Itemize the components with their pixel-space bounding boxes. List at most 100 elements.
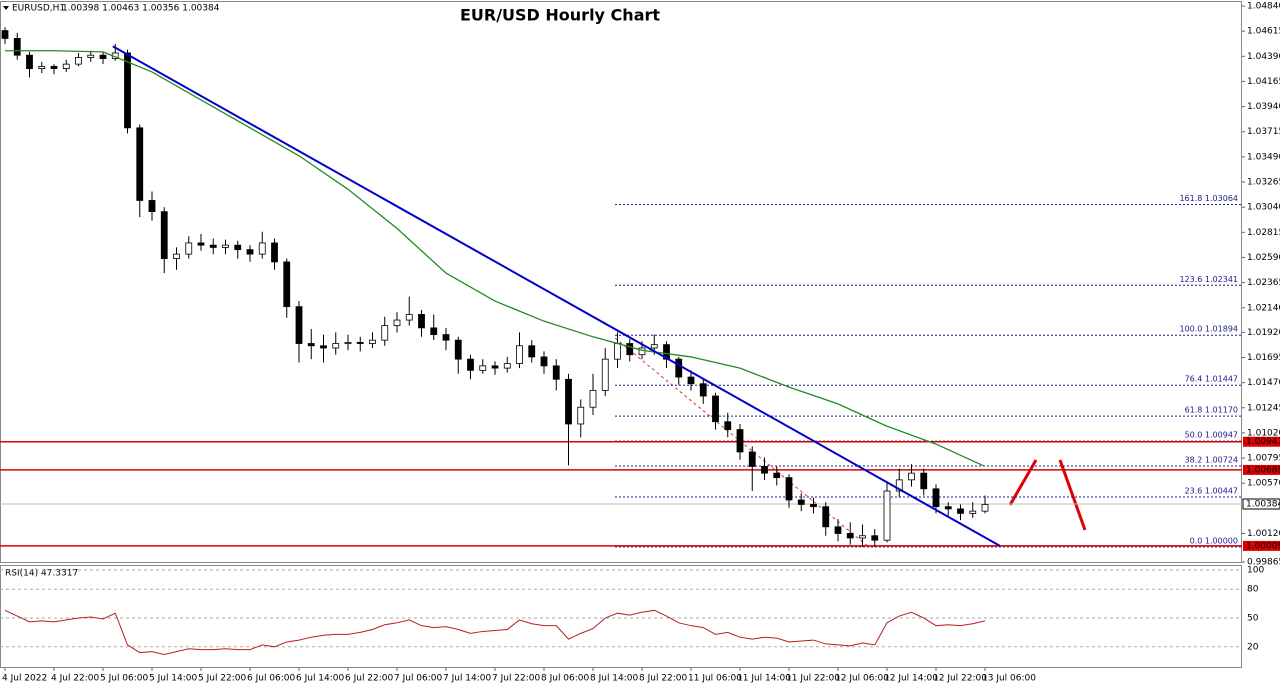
candle-body [724,421,732,430]
y-tick-label: 1.04165 [1247,77,1280,87]
y-tick-label: 0.99865 [1247,557,1280,567]
fib-label: 100.0 1.01894 [1179,325,1238,334]
candle-body [540,356,548,367]
candle-body [442,334,450,341]
candle-body [124,52,131,129]
candle-body [320,345,327,349]
candle-body [601,358,609,391]
y-tick-label: 1.01470 [1247,378,1280,388]
candle-body [859,535,866,539]
candle-body [62,63,70,70]
candle-body [638,347,646,356]
chart-title: EUR/USD Hourly Chart [460,6,660,25]
x-tick-label: 13 Jul 06:00 [982,674,1036,684]
candle-body [516,345,523,365]
fib-label: 50.0 1.00947 [1185,431,1238,440]
candle-body [736,429,744,453]
rsi-line [4,609,986,655]
candle-body [883,490,891,541]
candle-body [26,54,33,70]
y-tick-label: 1.01245 [1247,403,1280,413]
header-ohlc: 1.00398 1.00463 1.00356 1.00384 [62,4,220,14]
y-tick-label: 1.02140 [1247,303,1280,313]
candle-body [920,472,928,490]
candle-body [258,242,266,255]
candle-body [13,38,21,56]
candle-body [369,339,376,344]
level-tag [1243,540,1280,551]
candle-body [271,242,278,263]
candle-body [687,376,695,385]
candle-body [797,499,805,505]
fib-diagonal [614,337,871,549]
main-panel [0,1,1242,563]
candle-body [577,406,585,425]
candle-body [614,343,621,360]
candle-body [675,358,683,378]
candle-body [209,244,217,248]
fib-label: 61.8 1.01170 [1185,406,1238,415]
candle-body [748,451,756,467]
y-tick-label: 1.02590 [1247,253,1280,263]
y-tick-label: 1.01020 [1247,428,1280,438]
x-tick-label: 7 Jul 06:00 [394,674,443,684]
sma-line [5,50,986,468]
candle-body [810,504,817,508]
candle-body [626,343,634,356]
fib-label: 161.8 1.03064 [1179,194,1238,203]
y-tick-label: 1.03040 [1247,203,1280,213]
x-tick-label: 5 Jul 14:00 [149,674,198,684]
candle-body [405,314,413,321]
candle-body [957,508,964,514]
x-tick-label: 12 Jul 14:00 [884,674,938,684]
candle-body [822,506,830,528]
candle-body [430,327,438,335]
candle-body [981,504,989,512]
candle-body [932,488,940,508]
x-tick-label: 11 Jul 14:00 [737,674,791,684]
candle-body [491,365,499,369]
rsi-tick-label: 50 [1247,614,1259,624]
level-label: 1.00009 [1246,541,1280,551]
x-tick-label: 12 Jul 22:00 [933,674,987,684]
candle-body [528,345,536,358]
y-tick-label: 1.00795 [1247,454,1280,464]
rsi-tick-label: 100 [1247,566,1264,576]
candle-body [246,249,254,255]
candle-body [234,244,242,251]
candle-body [87,54,95,58]
level-tag [1243,464,1280,475]
candle-body [307,343,315,347]
y-tick-label: 1.01920 [1247,328,1280,338]
x-tick-label: 8 Jul 14:00 [590,674,639,684]
candle-body [834,526,842,534]
candle-body [712,395,719,423]
y-tick-label: 1.00570 [1247,479,1280,489]
candle-body [871,535,879,541]
rsi-panel [0,565,1242,668]
candle-body [136,127,144,201]
candle-body [393,319,401,327]
x-tick-label: 4 Jul 22:00 [51,674,100,684]
x-tick-label: 6 Jul 06:00 [247,674,296,684]
y-tick-label: 1.03265 [1247,178,1280,188]
candle-body [185,242,193,255]
x-tick-label: 6 Jul 14:00 [296,674,345,684]
candle-body [356,341,364,344]
candle-body [381,325,389,341]
candle-body [1,30,9,39]
candle-body [895,479,903,492]
symbol: EURUSD,H1 [12,4,65,14]
menu-arrow[interactable] [3,6,9,10]
fib-label: 76.4 1.01447 [1185,375,1238,384]
candle-body [99,54,107,59]
x-tick-label: 5 Jul 06:00 [100,674,149,684]
x-tick-label: 12 Jul 06:00 [835,674,889,684]
candle-body [552,365,560,380]
candle-body [846,533,854,539]
arrow-up [1008,459,1038,506]
candle-body [503,363,511,369]
rsi-tick-label: 80 [1247,585,1259,595]
candle-body [454,339,462,360]
